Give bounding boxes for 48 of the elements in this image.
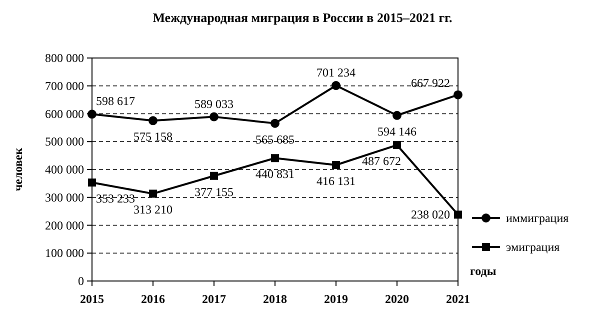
legend-label: иммиграция [506,211,570,225]
data-label: 598 617 [96,94,135,108]
data-label: 667 922 [411,76,450,90]
point [210,112,218,122]
y-tick-label: 200 000 [45,218,84,232]
y-tick-label: 600 000 [45,106,84,121]
legend-label: эмиграция [506,240,560,254]
x-tick-label: 2019 [324,292,348,306]
y-tick-label: 0 [78,274,84,288]
y-tick-label: 700 000 [45,78,84,93]
point [271,154,279,162]
point [332,161,340,170]
point [270,118,280,128]
data-label: 313 210 [134,202,172,217]
data-label: 440 831 [256,167,294,182]
point [210,172,218,180]
point [88,178,96,187]
data-label: 416 131 [316,174,356,188]
data-label: 377 155 [194,184,234,199]
y-tick-label: 300 000 [45,190,84,204]
x-tick-label: 2015 [80,292,104,306]
x-axis-title: годы [470,264,497,278]
point [149,190,157,198]
x-tick-label: 2016 [141,292,165,306]
point [332,81,340,90]
y-tick-label: 100 000 [45,246,84,260]
point [454,90,462,100]
y-axis-title: человек [11,148,25,192]
data-label: 238 020 [411,208,450,222]
chart-title: Международная миграция в России в 2015–2021 гг. [152,10,452,25]
x-tick-label: 2018 [263,292,287,306]
data-label: 565 685 [256,132,294,146]
data-label: 487 672 [362,154,401,168]
point [392,110,402,120]
y-tick-label: 800 000 [45,51,84,65]
x-tick-label: 2017 [202,292,226,306]
data-label: 589 033 [194,96,234,111]
point [454,210,462,219]
data-label: 353 233 [96,192,135,206]
data-label: 575 158 [134,130,172,144]
x-tick-label: 2021 [446,292,470,306]
y-tick-label: 400 000 [45,162,84,176]
point [393,141,401,150]
x-tick-label: 2020 [385,292,409,306]
y-tick-label: 500 000 [45,134,84,149]
point [148,116,158,126]
data-label: 701 234 [316,66,356,80]
data-label: 594 146 [378,124,416,138]
